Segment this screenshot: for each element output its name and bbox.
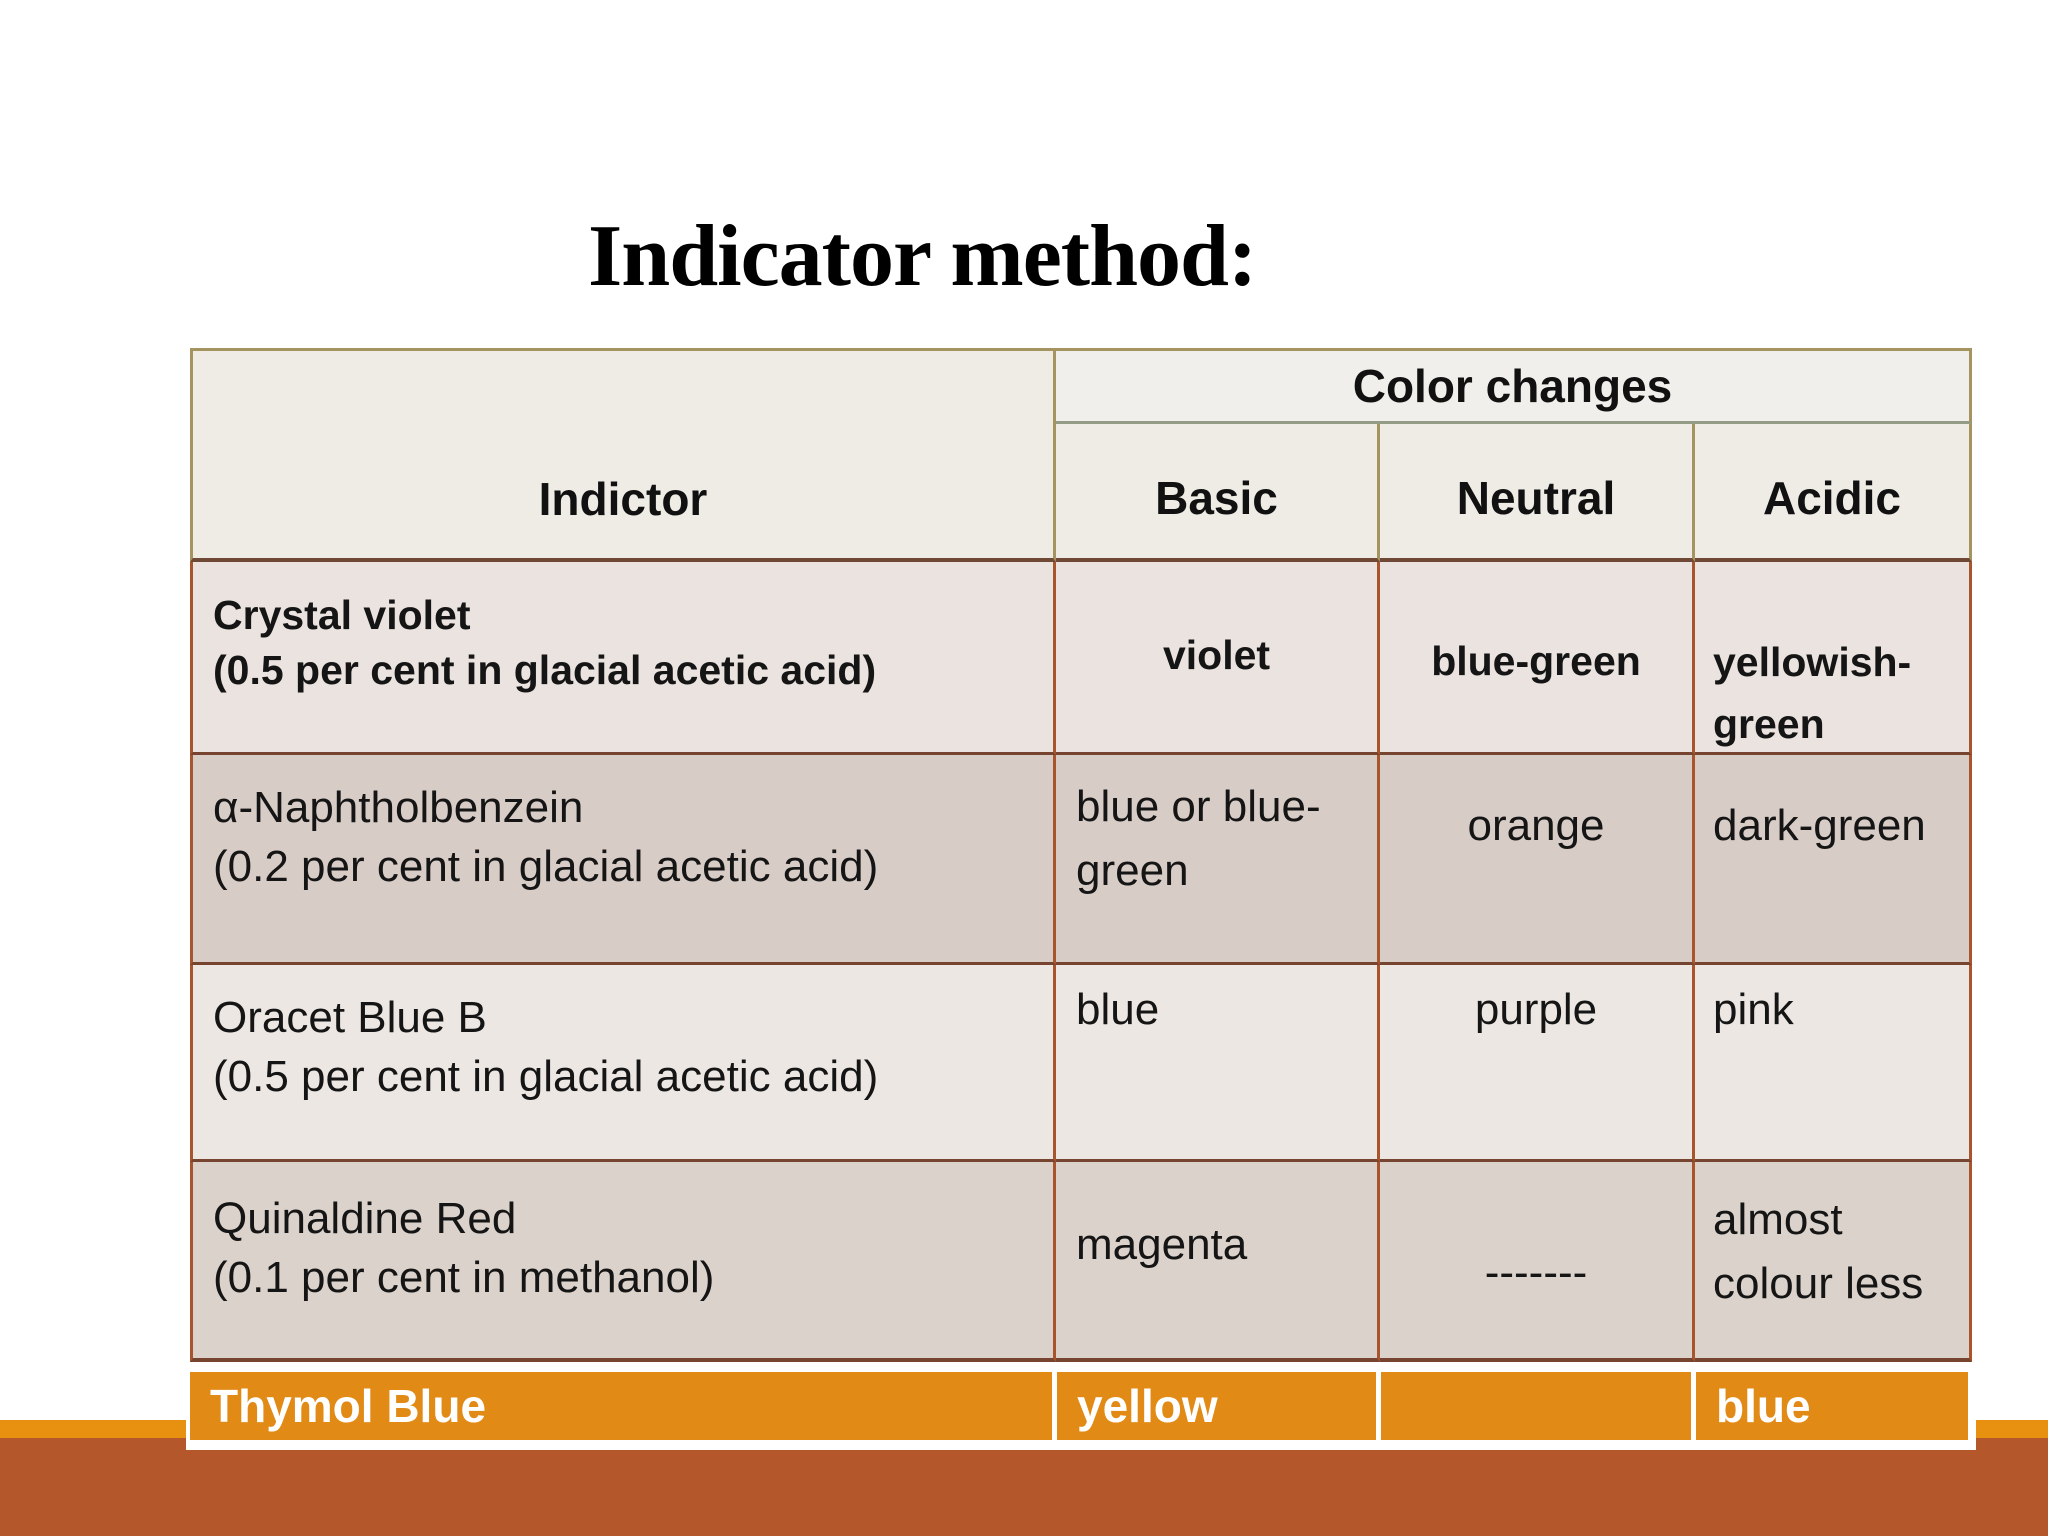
header-neutral-label: Neutral xyxy=(1456,472,1616,524)
header-cell-neutral: Neutral xyxy=(1380,424,1695,562)
table-cell-crystal-acidic: yellowish-green xyxy=(1695,562,1972,755)
table-row-oracet-indicator-cell: Oracet Blue B (0.5 per cent in glacial a… xyxy=(190,965,1056,1162)
indicator-concentration: (0.2 per cent in glacial acetic acid) xyxy=(213,841,879,891)
header-basic-label: Basic xyxy=(1155,472,1278,524)
indicator-concentration: (0.5 per cent in glacial acetic acid) xyxy=(213,646,877,693)
indicator-name: Oracet Blue B xyxy=(213,993,487,1042)
table-cell-crystal-neutral: blue-green xyxy=(1380,562,1695,755)
indicator-name: Crystal violet xyxy=(213,592,471,638)
header-acidic-label: Acidic xyxy=(1762,472,1902,524)
table-cell-crystal-basic: violet xyxy=(1056,562,1380,755)
indicator-table: Indictor Color changes Basic Neutral Aci… xyxy=(190,348,1972,1362)
thymol-blue-row: Thymol Blue yellow blue xyxy=(186,1372,1976,1450)
table-cell-thymol-indicator: Thymol Blue xyxy=(190,1372,1052,1440)
indicator-concentration: (0.5 per cent in glacial acetic acid) xyxy=(213,1051,879,1101)
page-title: Indicator method: xyxy=(588,208,1257,305)
table-cell-thymol-acidic: blue xyxy=(1696,1372,1968,1440)
table-cell-naphtholbenzein-basic: blue or blue-green xyxy=(1056,755,1380,965)
table-cell-quinaldine-neutral: ------- xyxy=(1380,1162,1695,1362)
table-row-naphtholbenzein-indicator-cell: α-Naphtholbenzein (0.2 per cent in glaci… xyxy=(190,755,1056,965)
header-cell-color-changes: Color changes xyxy=(1056,348,1972,424)
indicator-name: Quinaldine Red xyxy=(213,1194,517,1243)
indicator-name: α-Naphtholbenzein xyxy=(213,783,584,832)
header-color-changes-label: Color changes xyxy=(1352,360,1673,412)
table-cell-naphtholbenzein-neutral: orange xyxy=(1380,755,1695,965)
table-row-crystal-indicator-cell: Crystal violet (0.5 per cent in glacial … xyxy=(190,562,1056,755)
table-cell-quinaldine-acidic: almost colour less xyxy=(1695,1162,1972,1362)
table-cell-oracet-acidic: pink xyxy=(1695,965,1972,1162)
header-cell-acidic: Acidic xyxy=(1695,424,1972,562)
header-cell-indicator: Indictor xyxy=(190,348,1056,562)
table-cell-quinaldine-basic: magenta xyxy=(1056,1162,1380,1362)
bottom-band xyxy=(0,1438,2048,1536)
indicator-concentration: (0.1 per cent in methanol) xyxy=(213,1252,715,1302)
header-cell-basic: Basic xyxy=(1056,424,1380,562)
table-cell-oracet-basic: blue xyxy=(1056,965,1380,1162)
table-cell-oracet-neutral: purple xyxy=(1380,965,1695,1162)
table-cell-thymol-neutral xyxy=(1381,1372,1691,1440)
table-cell-naphtholbenzein-acidic: dark-green xyxy=(1695,755,1972,965)
table-row-quinaldine-indicator-cell: Quinaldine Red (0.1 per cent in methanol… xyxy=(190,1162,1056,1362)
header-indicator-label: Indictor xyxy=(538,473,708,525)
table-cell-thymol-basic: yellow xyxy=(1057,1372,1376,1440)
